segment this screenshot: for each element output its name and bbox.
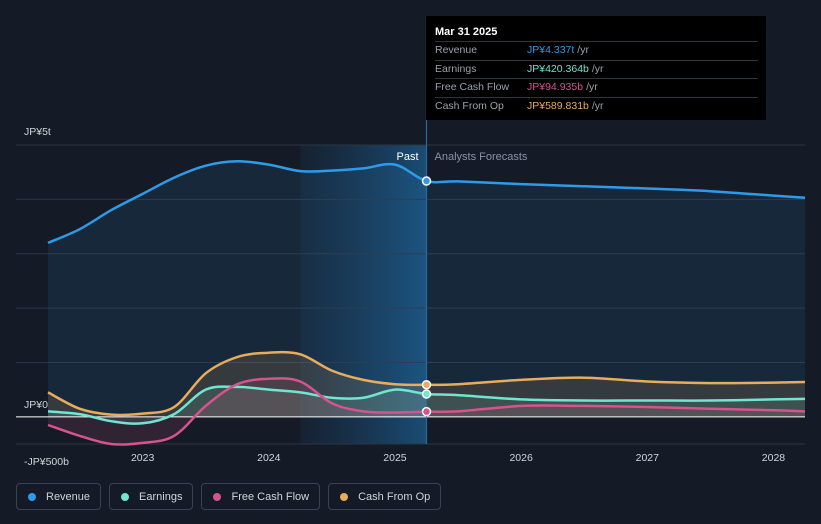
tooltip-unit: /yr <box>591 99 604 112</box>
legend-label: Revenue <box>46 490 91 503</box>
x-tick-label: 2026 <box>509 452 533 464</box>
legend-cash-from-op[interactable]: Cash From Op <box>328 483 442 510</box>
legend-earnings[interactable]: Earnings <box>109 483 194 510</box>
legend-dot-icon <box>213 492 222 501</box>
x-tick-label: 2027 <box>636 452 660 464</box>
cash-from-op-point <box>421 380 432 390</box>
tooltip-row-revenue: Revenue JP¥4.337t /yr <box>435 41 758 60</box>
tooltip-row-earnings: Earnings JP¥420.364b /yr <box>435 59 758 79</box>
y-axis-labels: JP¥5t JP¥0 -JP¥500b <box>24 126 69 468</box>
x-tick-label: 2024 <box>257 452 281 464</box>
tooltip-value: JP¥94.935b <box>527 81 584 93</box>
earnings-line <box>47 385 806 425</box>
legend-revenue[interactable]: Revenue <box>16 483 102 510</box>
x-tick-label: 2023 <box>131 452 155 464</box>
gridlines <box>16 144 805 445</box>
tooltip-unit: /yr <box>577 44 589 56</box>
tooltip-label: Cash From Op <box>435 99 504 112</box>
chart-area: Past Analysts Forecasts JP¥5t JP¥0 -JP¥500… <box>16 16 806 468</box>
legend-dot-icon <box>340 492 349 501</box>
tooltip-unit: /yr <box>591 62 604 75</box>
tooltip-label: Free Cash Flow <box>435 81 510 93</box>
y-tick-label: JP¥0 <box>24 399 48 411</box>
past-highlight <box>300 145 427 444</box>
tooltip-unit: /yr <box>586 81 598 93</box>
legend-dot-icon <box>121 492 130 501</box>
tooltip: Mar 31 2025 Revenue JP¥4.337t /yr Earnin… <box>426 16 766 120</box>
revenue-line <box>47 160 806 245</box>
y-tick-label: -JP¥500b <box>24 456 69 468</box>
past-label: Past <box>396 151 418 163</box>
x-tick-label: 2028 <box>762 452 786 464</box>
revenue-point <box>421 176 432 186</box>
x-tick-label: 2025 <box>383 452 407 464</box>
cash-from-op-line <box>47 350 806 417</box>
tooltip-value: JP¥589.831b <box>527 99 589 112</box>
legend-dot-icon <box>28 492 36 501</box>
x-axis-labels: 2023 2024 2025 2026 2027 2028 <box>131 452 785 464</box>
y-tick-label: JP¥5t <box>24 126 51 138</box>
legend-free-cash-flow[interactable]: Free Cash Flow <box>201 483 321 510</box>
legend: Revenue Earnings Free Cash Flow Cash Fro… <box>16 483 449 510</box>
legend-label: Free Cash Flow <box>231 490 310 503</box>
tooltip-value: JP¥4.337t <box>527 44 575 56</box>
tooltip-row-free-cash-flow: Free Cash Flow JP¥94.935b /yr <box>435 78 758 97</box>
tooltip-row-cash-from-op: Cash From Op JP¥589.831b /yr <box>435 96 758 116</box>
forecast-label: Analysts Forecasts <box>435 151 528 163</box>
hover-points <box>421 176 432 417</box>
legend-label: Earnings <box>139 490 183 503</box>
earnings-point <box>421 389 432 399</box>
free-cash-flow-line <box>47 377 806 446</box>
tooltip-date: Mar 31 2025 <box>435 26 498 38</box>
tooltip-label: Earnings <box>435 62 477 75</box>
tooltip-value: JP¥420.364b <box>527 62 589 75</box>
legend-label: Cash From Op <box>358 490 431 503</box>
tooltip-label: Revenue <box>435 44 478 56</box>
series-lines <box>47 160 806 446</box>
free-cash-flow-area <box>48 378 805 445</box>
free-cash-flow-point <box>421 406 432 417</box>
